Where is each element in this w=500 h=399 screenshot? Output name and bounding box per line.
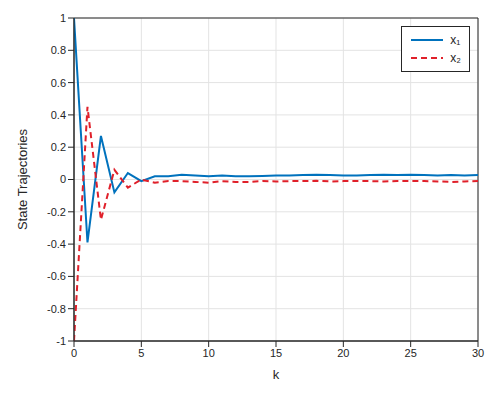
svg-text:0.4: 0.4 xyxy=(51,109,66,121)
html-text:x₂: x₂ xyxy=(450,51,461,65)
svg-text:0.2: 0.2 xyxy=(51,141,66,153)
svg-text:-0.6: -0.6 xyxy=(47,270,66,282)
svg-text:5: 5 xyxy=(138,347,144,359)
svg-text:1: 1 xyxy=(60,12,66,24)
svg-text:25: 25 xyxy=(405,347,417,359)
svg-text:0: 0 xyxy=(71,347,77,359)
svg-text:-1: -1 xyxy=(56,335,66,347)
svg-text:15: 15 xyxy=(270,347,282,359)
svg-text:30: 30 xyxy=(472,347,484,359)
svg-text:State Trajectories: State Trajectories xyxy=(15,128,30,230)
svg-text:k: k xyxy=(273,367,280,382)
svg-text:20: 20 xyxy=(337,347,349,359)
svg-text:-0.2: -0.2 xyxy=(47,206,66,218)
svg-text:0: 0 xyxy=(60,173,66,185)
svg-text:10: 10 xyxy=(203,347,215,359)
svg-text:0.6: 0.6 xyxy=(51,77,66,89)
html-text:x₁: x₁ xyxy=(450,33,461,47)
svg-text:0.8: 0.8 xyxy=(51,44,66,56)
svg-text:-0.4: -0.4 xyxy=(47,238,66,250)
svg-text:-0.8: -0.8 xyxy=(47,303,66,315)
